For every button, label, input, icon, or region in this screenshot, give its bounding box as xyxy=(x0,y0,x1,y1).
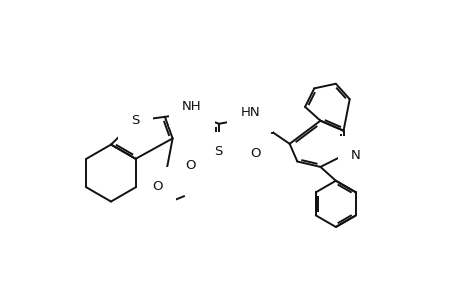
Text: HN: HN xyxy=(240,106,260,119)
Text: O: O xyxy=(151,180,162,194)
Text: S: S xyxy=(214,145,223,158)
Text: NH: NH xyxy=(182,100,201,113)
Text: N: N xyxy=(351,149,360,162)
Text: S: S xyxy=(131,114,140,127)
Text: O: O xyxy=(185,159,196,172)
Text: O: O xyxy=(249,147,260,160)
